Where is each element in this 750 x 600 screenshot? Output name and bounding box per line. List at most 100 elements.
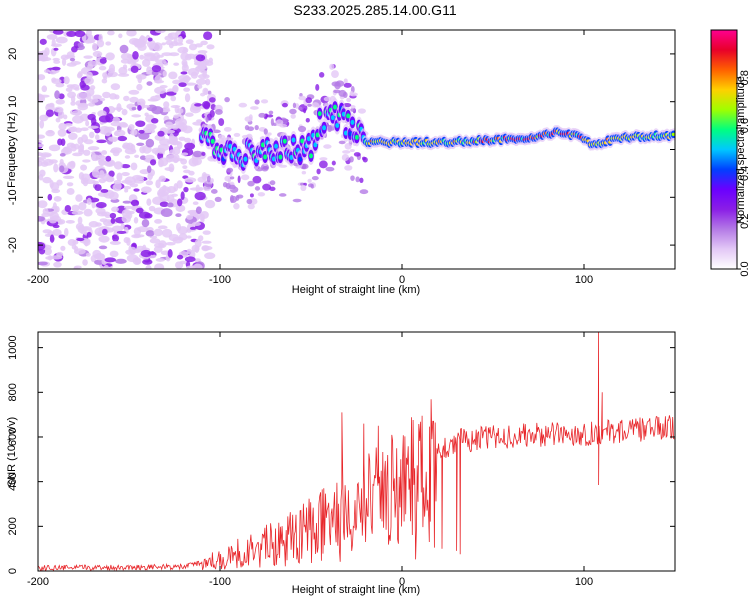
spectrogram-speckle [247,203,255,210]
spectrogram-speckle [164,35,174,41]
spectrogram-speckle [98,178,107,184]
spectrogram-speckle [123,185,132,190]
spectrogram-speckle [77,42,84,48]
spectrogram-speckle [205,117,209,123]
spectrogram-speckle [145,123,156,132]
spectrogram-speckle [155,179,161,189]
spectrogram-speckle [205,183,213,188]
spectrogram-speckle [175,213,182,218]
spectrogram-speckle [307,178,312,183]
spectrogram-speckle [148,42,154,51]
spectrogram-speckle [196,119,203,123]
spectrogram-speckle [163,129,176,134]
snr-y-ticks: 0 200 400 600 800 1000 [7,335,675,574]
spectrogram-speckle [121,164,131,169]
spectrogram-speckle [161,42,166,46]
spectrogram-speckle [189,226,197,230]
spectrogram-speckle [198,235,204,242]
spectrogram-speckle [91,42,98,52]
spectrogram-speckle [174,105,180,114]
spectrogram-speckle [123,237,130,244]
spectrogram-speckle [55,99,65,105]
spectrogram-speckle [133,216,139,224]
spectrogram-ridge-core [313,142,318,148]
spectrogram-speckle [58,234,66,239]
spectrogram-speckle [87,125,99,129]
spectrogram-speckle [167,249,173,258]
spectrogram-ridge-core [263,154,268,160]
spectrogram-speckle [104,126,115,132]
spectrogram-speckle [180,152,189,156]
spectrogram-speckle [192,150,203,158]
spectrogram-speckle [315,84,320,91]
spectrogram-speckle [70,61,82,66]
spectrogram-speckle [353,152,361,157]
spectrogram-speckle [197,176,207,183]
spectrogram-speckle [55,82,65,88]
spectrogram-speckle [290,113,296,119]
spectrogram-speckle [96,211,108,217]
spectrogram-speckle [69,57,76,62]
spectrogram-speckle [169,133,175,141]
spectrogram-speckle [104,214,111,219]
spectrogram-speckle [140,104,150,108]
spectrogram-speckle [244,124,250,131]
spectrogram-speckle [98,159,107,166]
spectrogram-speckle [98,115,111,123]
spectrogram-speckle [133,188,140,192]
spectrogram-speckle [165,242,176,246]
spectrogram-speckle [298,106,303,111]
spectrogram-speckle [92,50,103,58]
spectrogram-speckle [154,219,163,224]
spectrogram-speckle [96,39,105,48]
spectrogram-y-tick-label: 10 [7,96,19,108]
spectrogram-speckle [42,208,49,215]
spectrogram-speckle [74,87,80,91]
spectrogram-heatmap [38,30,675,269]
spectrogram-speckle [145,158,151,162]
spectrogram-speckle [144,154,155,160]
spectrogram-speckle [60,54,70,61]
spectrogram-speckle [71,46,78,53]
spectrogram-y-ticks: 20 10 0 -10 -20 [7,48,675,253]
spectrogram-speckle [91,154,100,162]
spectrogram-speckle [223,126,232,132]
spectrogram-y-label: Frequency (Hz) [6,112,18,188]
spectrogram-speckle [78,144,85,153]
spectrogram-speckle [51,77,57,83]
spectrogram-speckle [98,65,107,71]
spectrogram-speckle [54,106,64,113]
spectrogram-speckle [146,165,152,174]
spectrogram-speckle [319,160,328,169]
spectrogram-speckle [38,261,48,266]
spectrogram-speckle [72,152,83,157]
spectrogram-speckle [86,231,92,238]
spectrogram-speckle [186,214,194,220]
spectrogram-speckle [205,78,211,86]
spectrogram-speckle [123,205,133,210]
spectrogram-speckle [292,198,302,203]
spectrogram-speckle [359,177,364,184]
spectrogram-speckle [92,94,102,100]
spectrogram-speckle [157,225,168,230]
spectrogram-speckle [111,206,119,212]
spectrogram-speckle [206,175,211,183]
spectrogram-speckle [341,154,350,162]
spectrogram-speckle [56,179,63,186]
spectrogram-speckle [110,218,116,224]
spectrogram-speckle [162,70,168,77]
spectrogram-speckle [158,240,167,249]
spectrogram-speckle [238,102,248,108]
spectrogram-speckle [160,208,173,217]
spectrogram-speckle [38,241,46,251]
spectrogram-speckle [74,245,79,252]
spectrogram-ridge-core [322,125,327,131]
spectrogram-speckle [39,169,46,177]
spectrogram-speckle [151,106,164,115]
spectrogram-speckle [67,91,77,99]
spectrogram-speckle [122,144,129,149]
spectrogram-speckle [102,72,107,79]
spectrogram-speckle [76,237,85,242]
colorbar-tick-label: 0.2 [739,214,750,229]
spectrogram-speckle [212,129,221,134]
